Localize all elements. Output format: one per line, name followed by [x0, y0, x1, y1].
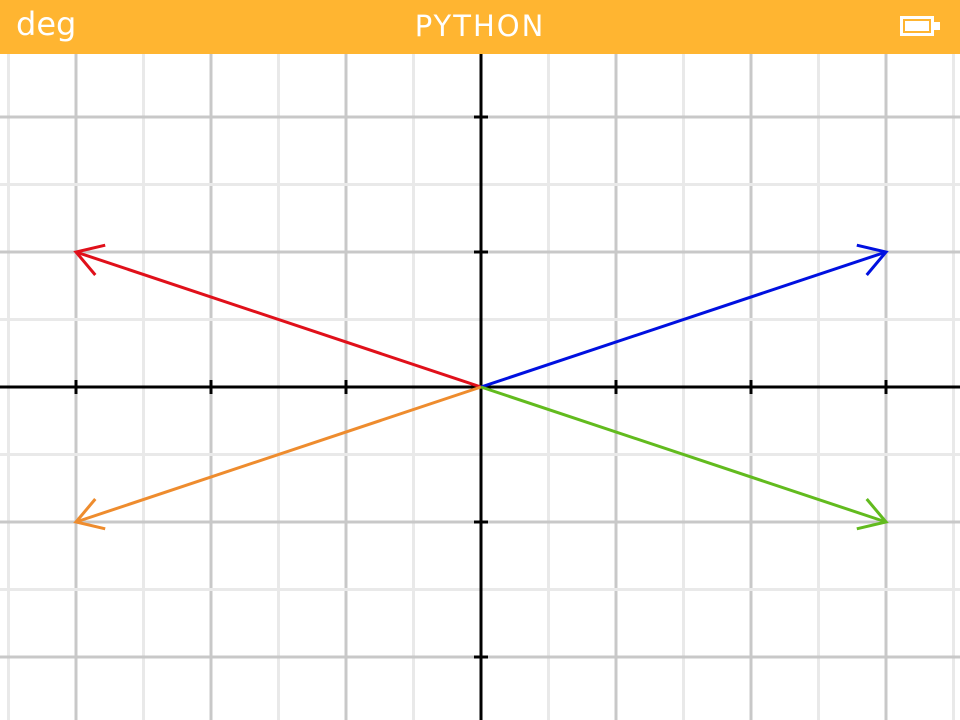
- vector-shaft: [480, 250, 887, 389]
- battery-level-fill: [905, 21, 929, 31]
- vector-shaft: [480, 385, 887, 524]
- vector-arrow: [73, 243, 482, 389]
- battery-icon: [900, 16, 934, 36]
- vector-arrowhead: [73, 243, 106, 276]
- vector-plot: [0, 54, 960, 720]
- angle-mode-indicator: deg: [16, 5, 77, 43]
- vector-arrowhead: [856, 243, 889, 276]
- battery-tip: [934, 22, 940, 30]
- vector-arrow: [480, 385, 889, 531]
- app-title: PYTHON: [414, 9, 546, 43]
- vector-arrow: [73, 385, 482, 531]
- status-bar: deg PYTHON: [0, 0, 960, 54]
- vector-shaft: [75, 250, 482, 389]
- vector-arrowhead: [73, 498, 106, 531]
- vector-arrow: [480, 243, 889, 389]
- vector-arrowhead: [856, 498, 889, 531]
- vector-shaft: [75, 385, 482, 524]
